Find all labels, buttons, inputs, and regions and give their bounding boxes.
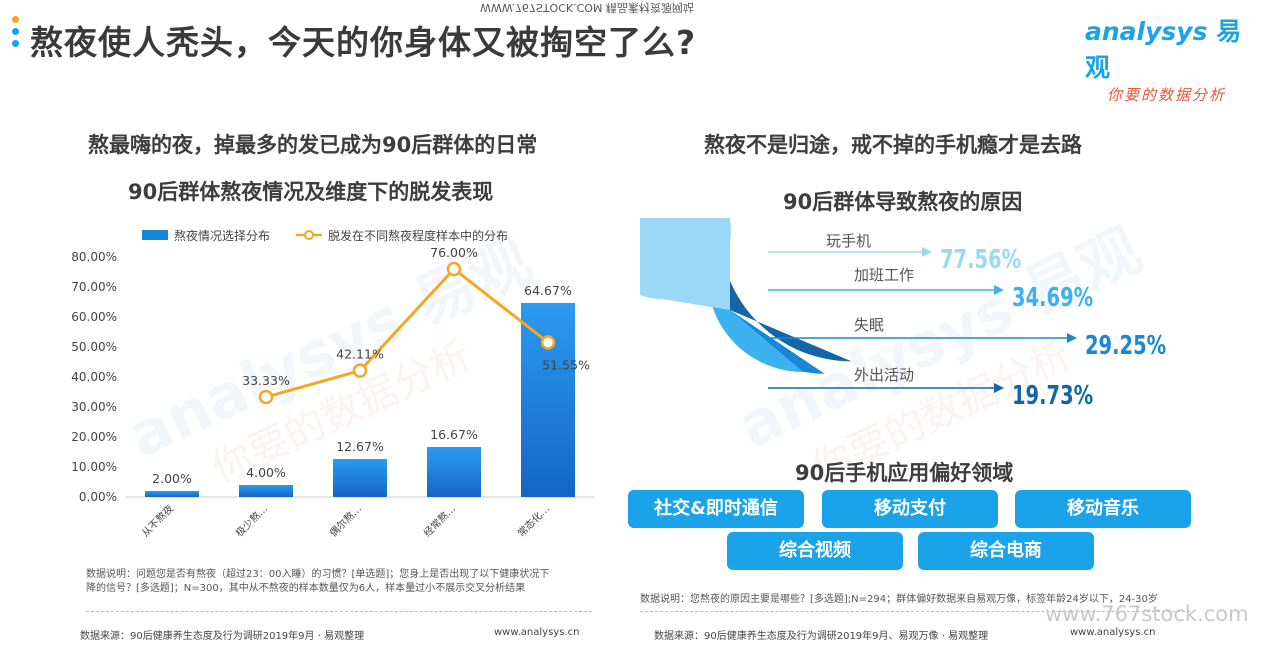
app-pref-video: 综合视频	[727, 532, 903, 570]
y-tick-label: 50.00%	[71, 340, 117, 354]
line-label: 51.55%	[542, 357, 590, 372]
reason-arrow-head-2	[1067, 333, 1077, 343]
line-point-2	[352, 363, 368, 378]
app-pref-music: 移动音乐	[1015, 490, 1191, 528]
legend-label-bar: 熬夜情况选择分布	[174, 228, 270, 243]
line-label: 42.11%	[336, 347, 384, 362]
app-pref-payment: 移动支付	[822, 490, 998, 528]
y-tick-label: 70.00%	[71, 280, 117, 294]
line-point-1	[258, 389, 274, 405]
y-tick-label: 40.00%	[71, 370, 117, 384]
right-source: 数据来源：90后健康养生态度及行为调研2019年9月、易观万像 · 易观整理	[654, 631, 989, 642]
title-bullet-dots	[12, 16, 20, 52]
legend-swatch-marker	[304, 230, 314, 240]
reason-value: 34.69%	[1012, 283, 1093, 312]
reason-label: 玩手机	[826, 232, 871, 250]
left-url: www.analysys.cn	[494, 627, 580, 638]
right-url: www.analysys.cn	[1070, 627, 1156, 638]
left-data-note: 数据说明：问题您是否有熬夜（超过23：00入睡）的习惯？[单选题]；您身上是否出…	[86, 569, 550, 594]
bar-label: 12.67%	[336, 439, 384, 454]
left-divider	[86, 611, 592, 612]
left-combo-chart: 熬夜情况选择分布 脱发在不同熬夜程度样本中的分布 0.00% 10.00% 20.00%…	[71, 228, 595, 539]
reasons-radial-chart: 玩手机 77.56% 加班工作 34.69% 失眠 29.25% 外出活动 19.73%	[640, 218, 1166, 411]
logo-tagline: 你要的数据分析	[1107, 86, 1227, 104]
y-tick-label: 30.00%	[71, 400, 117, 414]
bar-label: 2.00%	[152, 471, 192, 486]
y-tick-label: 60.00%	[71, 310, 117, 324]
y-tick-label: 20.00%	[71, 430, 117, 444]
logo-cn: 易观	[1085, 17, 1242, 82]
bar-label: 64.67%	[524, 283, 572, 298]
y-tick-label: 80.00%	[71, 250, 117, 264]
line-label: 33.33%	[242, 373, 290, 388]
reason-label: 加班工作	[854, 266, 914, 284]
reason-arrow-head-0	[922, 247, 932, 257]
reason-sector-0	[640, 218, 731, 310]
bar-label: 16.67%	[430, 427, 478, 442]
x-tick-label: 极少熬…	[233, 502, 270, 539]
bullet-dot-orange	[12, 16, 19, 23]
y-tick-label: 10.00%	[71, 460, 117, 474]
reason-sector-1	[707, 218, 804, 372]
y-tick-label: 0.00%	[79, 490, 117, 504]
x-tick-label: 从不熬夜	[139, 502, 176, 539]
bar-4	[521, 302, 575, 497]
corner-watermark: www.767stock.com	[1045, 602, 1249, 626]
mirrored-watermark-text: WWW.767STOCK.COM 精品素材资源网站	[480, 1, 694, 14]
line-point-4	[540, 335, 556, 350]
bullet-dot-blue	[12, 40, 19, 47]
reason-value: 29.25%	[1085, 331, 1166, 360]
app-pref-ecommerce: 综合电商	[918, 532, 1094, 570]
analysys-logo: analysys 易观 你要的数据分析	[1085, 12, 1265, 105]
x-tick-label: 常态化…	[515, 502, 552, 539]
right-divider	[640, 611, 1190, 612]
bar-3	[427, 446, 481, 497]
x-tick-label: 偶尔熬…	[327, 502, 364, 539]
right-data-note: 数据说明：您熬夜的原因主要是哪些？[多选题];N=294；群体偏好数据来自易观万…	[640, 594, 1158, 605]
left-chart-title: 90后群体熬夜情况及维度下的脱发表现	[128, 180, 494, 204]
legend-swatch-bar	[142, 230, 168, 240]
line-label: 76.00%	[430, 245, 478, 260]
legend-label-line: 脱发在不同熬夜程度样本中的分布	[328, 228, 508, 243]
left-source: 数据来源：90后健康养生态度及行为调研2019年9月 · 易观整理	[80, 631, 365, 642]
reason-label: 失眠	[854, 316, 884, 334]
bar-2	[333, 458, 387, 497]
reason-label: 外出活动	[854, 366, 914, 384]
bullet-dot-blue	[12, 28, 19, 35]
reason-value: 77.56%	[940, 245, 1021, 274]
reason-arrow-head-1	[994, 285, 1004, 295]
apps-title: 90后手机应用偏好领域	[795, 461, 1014, 485]
line-point-3	[446, 261, 462, 277]
reason-value: 19.73%	[1012, 381, 1093, 410]
app-pref-social: 社交&即时通信	[628, 490, 804, 528]
line-series	[265, 266, 549, 399]
reason-arrow-head-3	[994, 383, 1004, 393]
left-subtitle: 熬最嗨的夜，掉最多的发已成为90后群体的日常	[88, 133, 538, 157]
right-chart-title: 90后群体导致熬夜的原因	[783, 190, 1023, 214]
bar-label: 4.00%	[246, 465, 286, 480]
page-title: 熬夜使人秃头，今天的你身体又被掏空了么?	[30, 23, 697, 62]
logo-a-glyph: a	[1085, 17, 1102, 46]
bar-0	[145, 491, 199, 497]
bar-1	[239, 485, 293, 497]
right-subtitle: 熬夜不是归途，戒不掉的手机瘾才是去路	[704, 133, 1082, 157]
logo-brand: nalysys	[1101, 17, 1208, 46]
x-tick-label: 经常熬…	[421, 502, 458, 539]
